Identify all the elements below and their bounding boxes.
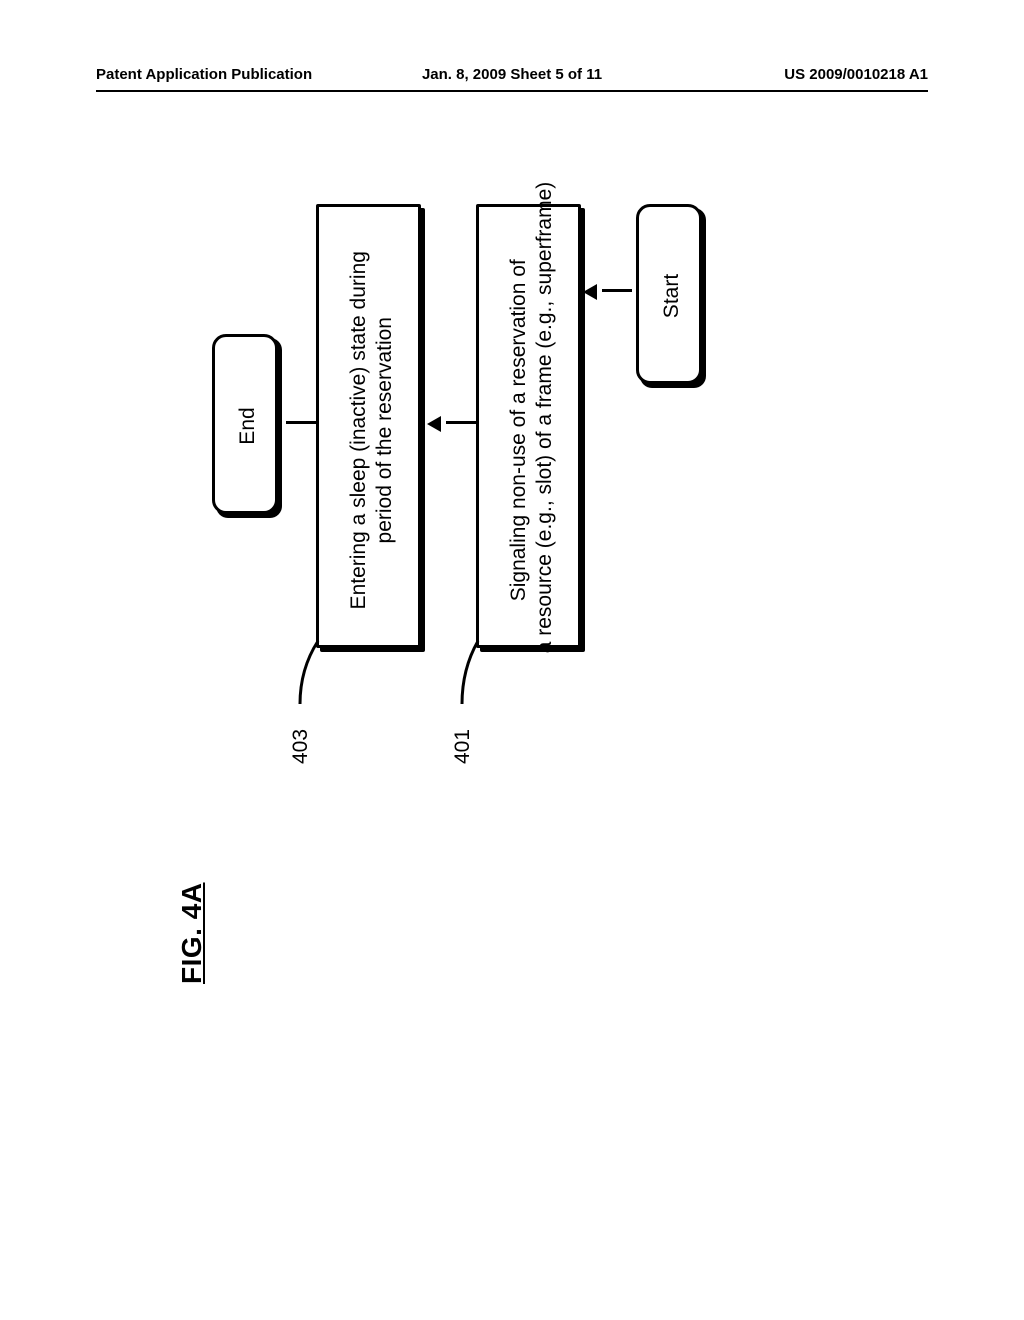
arrow-step1-step2	[446, 421, 476, 424]
page-header: Patent Application Publication Jan. 8, 2…	[96, 64, 928, 92]
header-date-sheet: Jan. 8, 2009 Sheet 5 of 11	[422, 66, 602, 83]
leader-403	[294, 639, 344, 729]
ref-401: 401	[451, 729, 475, 764]
ref-403: 403	[289, 729, 313, 764]
figure-label: FIG. 4A	[176, 882, 208, 984]
step1-node: Signaling non-use of a reservation of a …	[476, 204, 581, 648]
arrowhead-start-step1	[583, 284, 597, 300]
arrow-step2-end	[286, 421, 316, 424]
end-node: End	[212, 334, 278, 514]
flowchart-diagram: Start Signaling non-use of a reservation…	[336, 204, 816, 1104]
header-publication: Patent Application Publication	[96, 66, 312, 83]
leader-401	[456, 639, 506, 729]
start-label: Start	[660, 206, 684, 386]
arrow-start-step1	[602, 289, 632, 292]
step2-node: Entering a sleep (inactive) state during…	[316, 204, 421, 648]
step1-label: Signaling non-use of a reservation of a …	[506, 207, 559, 653]
patent-page: Patent Application Publication Jan. 8, 2…	[96, 64, 928, 1164]
end-label: End	[236, 336, 260, 516]
arrowhead-step1-step2	[427, 416, 441, 432]
step2-label: Entering a sleep (inactive) state during…	[346, 207, 399, 653]
start-node: Start	[636, 204, 702, 384]
header-application-number: US 2009/0010218 A1	[784, 66, 928, 83]
